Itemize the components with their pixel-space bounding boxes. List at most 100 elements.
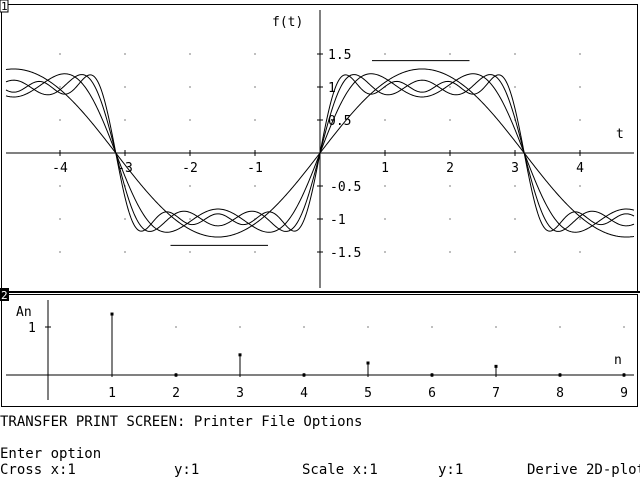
amplitude-label: An bbox=[16, 305, 32, 320]
grid-dot bbox=[189, 218, 191, 220]
bottom-plot-grid bbox=[111, 326, 625, 328]
stem-marker bbox=[110, 312, 114, 316]
stem-n1 bbox=[110, 312, 114, 375]
grid-dot bbox=[239, 326, 241, 328]
grid-dot bbox=[124, 218, 126, 220]
grid-dot bbox=[254, 119, 256, 121]
grid-dot bbox=[59, 251, 61, 253]
window-1-badge[interactable]: 1 bbox=[0, 0, 9, 13]
stem-n5 bbox=[366, 361, 370, 375]
n-tick-label: 6 bbox=[428, 386, 436, 401]
x-tick-label: -3 bbox=[117, 161, 133, 176]
x-tick-label: 3 bbox=[511, 161, 519, 176]
grid-dot bbox=[514, 218, 516, 220]
n-tick-label: 5 bbox=[364, 386, 372, 401]
stem-marker bbox=[430, 373, 434, 377]
grid-dot bbox=[514, 251, 516, 253]
grid-dot bbox=[254, 185, 256, 187]
grid-dot bbox=[189, 251, 191, 253]
grid-dot bbox=[254, 251, 256, 253]
y-tick-label: 1.5 bbox=[328, 48, 351, 63]
grid-dot bbox=[124, 251, 126, 253]
stem-marker bbox=[174, 373, 178, 377]
amplitude-spectrum-stems bbox=[110, 312, 626, 377]
grid-dot bbox=[384, 119, 386, 121]
y-tick-label: 0.5 bbox=[328, 114, 351, 129]
grid-dot bbox=[367, 326, 369, 328]
grid-dot bbox=[59, 119, 61, 121]
grid-dot bbox=[303, 326, 305, 328]
function-label: f(t) bbox=[272, 15, 303, 30]
grid-dot bbox=[59, 185, 61, 187]
x-tick-label: 4 bbox=[576, 161, 584, 176]
window-1-number: 1 bbox=[1, 0, 8, 13]
window-2-badge[interactable]: 2 bbox=[0, 288, 9, 302]
y-tick-label: -0.5 bbox=[330, 180, 361, 195]
status-scale-y: y:1 bbox=[438, 462, 464, 478]
stem-n3 bbox=[238, 353, 242, 375]
status-scale-x: Scale x:1 bbox=[302, 462, 378, 478]
grid-dot bbox=[579, 119, 581, 121]
window-2-number: 2 bbox=[1, 289, 8, 302]
grid-dot bbox=[189, 119, 191, 121]
stem-marker bbox=[302, 373, 306, 377]
prompt-line[interactable]: Enter option bbox=[0, 446, 102, 462]
n-tick-label: 3 bbox=[236, 386, 244, 401]
n-tick-label: 4 bbox=[300, 386, 308, 401]
bottom-plot-labels: An n 1 1 2 3 4 5 6 7 8 9 bbox=[16, 305, 628, 401]
stem-marker bbox=[622, 373, 626, 377]
stem-n8 bbox=[558, 373, 562, 377]
grid-dot bbox=[514, 185, 516, 187]
index-label: n bbox=[614, 353, 622, 368]
y-tick-label: 1 bbox=[328, 81, 336, 96]
stem-marker bbox=[366, 361, 370, 365]
grid-dot bbox=[495, 326, 497, 328]
grid-dot bbox=[59, 218, 61, 220]
grid-dot bbox=[449, 218, 451, 220]
grid-dot bbox=[579, 251, 581, 253]
stem-n9 bbox=[622, 373, 626, 377]
stem-marker bbox=[238, 353, 242, 357]
n-tick-label: 7 bbox=[492, 386, 500, 401]
status-bar: Cross x:1 y:1 Scale x:1 y:1 Derive 2D-pl… bbox=[0, 462, 640, 480]
window-2-frame[interactable] bbox=[1, 294, 638, 407]
status-cross-y: y:1 bbox=[174, 462, 200, 478]
grid-dot bbox=[579, 53, 581, 55]
grid-dot bbox=[384, 185, 386, 187]
partial-sum-curve-4 bbox=[5, 74, 635, 232]
n-tick-label: 2 bbox=[172, 386, 180, 401]
grid-dot bbox=[254, 53, 256, 55]
grid-dot bbox=[514, 53, 516, 55]
grid-dot bbox=[449, 86, 451, 88]
grid-dot bbox=[59, 86, 61, 88]
x-tick-label: 1 bbox=[381, 161, 389, 176]
grid-dot bbox=[579, 185, 581, 187]
x-tick-label: -1 bbox=[247, 161, 263, 176]
grid-dot bbox=[449, 119, 451, 121]
an-tick-label: 1 bbox=[28, 321, 36, 336]
grid-dot bbox=[124, 86, 126, 88]
grid-dot bbox=[124, 53, 126, 55]
top-plot-labels: f(t) t -4 -3 -2 -1 1 2 3 4 1.5 1 0.5 -0.5 -1 -1.5 bbox=[52, 15, 624, 261]
grid-dot bbox=[449, 251, 451, 253]
x-tick-label: -4 bbox=[52, 161, 68, 176]
stem-n7 bbox=[494, 364, 498, 375]
grid-dot bbox=[449, 53, 451, 55]
grid-dot bbox=[449, 185, 451, 187]
menu-line[interactable]: TRANSFER PRINT SCREEN: Printer File Opti… bbox=[0, 414, 363, 430]
bottom-plot-axes bbox=[6, 300, 634, 400]
n-tick-label: 1 bbox=[108, 386, 116, 401]
variable-label: t bbox=[616, 127, 624, 142]
grid-dot bbox=[189, 53, 191, 55]
grid-dot bbox=[254, 86, 256, 88]
grid-dot bbox=[514, 86, 516, 88]
grid-dot bbox=[59, 53, 61, 55]
grid-dot bbox=[189, 86, 191, 88]
grid-dot bbox=[384, 251, 386, 253]
x-tick-label: -2 bbox=[182, 161, 198, 176]
grid-dot bbox=[384, 53, 386, 55]
stem-n6 bbox=[430, 373, 434, 377]
stem-marker bbox=[494, 364, 498, 368]
stem-n2 bbox=[174, 373, 178, 377]
fourier-partial-sum-curves bbox=[5, 68, 635, 238]
